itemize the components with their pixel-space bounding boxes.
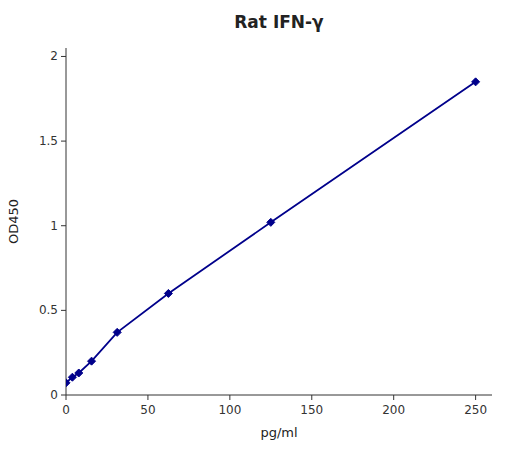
y-tick-label: 2: [50, 49, 58, 63]
y-tick-label: 0.5: [39, 303, 58, 317]
marker: [88, 357, 96, 365]
marker: [267, 218, 275, 226]
y-tick: [61, 395, 66, 396]
x-axis-line: [66, 395, 492, 396]
x-tick: [393, 395, 394, 400]
y-tick: [61, 225, 66, 226]
marker: [75, 369, 83, 377]
x-tick-label: 50: [140, 403, 155, 417]
x-axis-label: pg/ml: [260, 425, 297, 440]
y-tick-label: 1.5: [39, 134, 58, 148]
plot-area: [66, 78, 480, 387]
y-tick: [61, 310, 66, 311]
x-tick: [229, 395, 230, 400]
title: Rat IFN-γ: [234, 12, 324, 32]
chart-container: 0 50 100 150 200 250 0 0.5 1 1.5 2 Rat IFN-γ pg/ml OD…: [0, 0, 516, 451]
marker: [113, 328, 121, 336]
marker: [164, 289, 172, 297]
marker: [66, 379, 70, 387]
x-tick-label: 0: [62, 403, 70, 417]
chart: 0 50 100 150 200 250 0 0.5 1 1.5 2 Rat IFN-γ pg/ml OD…: [0, 0, 516, 451]
x-tick-label: 100: [218, 403, 241, 417]
marker: [472, 78, 480, 86]
marker: [68, 373, 76, 381]
x-tick: [475, 395, 476, 400]
y-tick-label: 1: [50, 219, 58, 233]
x-tick-label: 250: [464, 403, 487, 417]
line: [66, 82, 476, 383]
x-tick-label: 200: [382, 403, 405, 417]
y-tick-label: 0: [50, 388, 58, 402]
axes: 0 50 100 150 200 250 0 0.5 1 1.5 2: [39, 48, 492, 417]
x-tick: [311, 395, 312, 400]
x-tick: [147, 395, 148, 400]
x-tick-label: 150: [300, 403, 323, 417]
y-axis-label: OD450: [6, 199, 21, 244]
y-tick: [61, 141, 66, 142]
y-tick: [61, 56, 66, 57]
y-axis-line: [66, 48, 67, 395]
x-tick: [66, 395, 67, 400]
